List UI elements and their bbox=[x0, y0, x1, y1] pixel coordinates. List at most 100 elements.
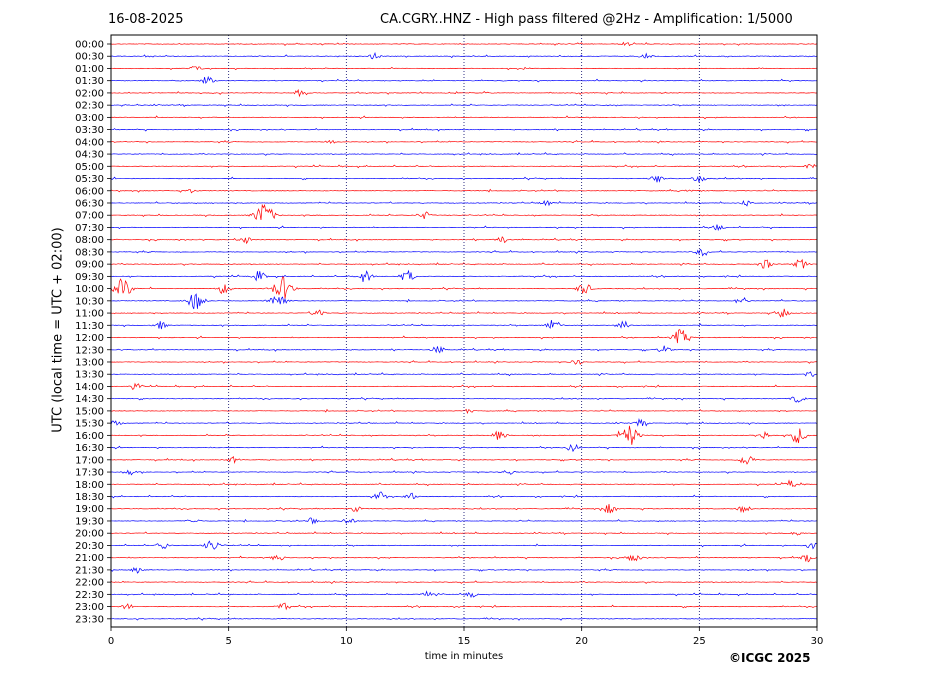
y-tick-label-1400: 14:00 bbox=[75, 382, 104, 393]
y-tick-label-1530: 15:30 bbox=[75, 419, 104, 430]
trace-2030 bbox=[110, 540, 817, 550]
trace-2300 bbox=[110, 602, 817, 611]
y-tick-label-1030: 10:30 bbox=[75, 296, 104, 307]
y-tick-label-1200: 12:00 bbox=[75, 333, 104, 344]
y-tick-label-0430: 04:30 bbox=[75, 150, 104, 161]
trace-2130 bbox=[110, 566, 817, 574]
y-tick-label-2130: 21:30 bbox=[75, 565, 104, 576]
x-tick-label-0: 0 bbox=[108, 636, 114, 647]
y-tick-label-0900: 09:00 bbox=[75, 260, 104, 271]
y-tick-label-0630: 06:30 bbox=[75, 198, 104, 209]
trace-1000 bbox=[110, 276, 817, 299]
y-tick-label-1900: 19:00 bbox=[75, 504, 104, 515]
trace-0300 bbox=[110, 115, 817, 120]
y-tick-label-1230: 12:30 bbox=[75, 345, 104, 356]
trace-1900 bbox=[110, 504, 817, 514]
y-tick-label-2330: 23:30 bbox=[75, 614, 104, 625]
y-tick-label-0200: 02:00 bbox=[75, 88, 104, 99]
y-tick-label-1300: 13:00 bbox=[75, 357, 104, 368]
y-tick-label-0600: 06:00 bbox=[75, 186, 104, 197]
trace-0230 bbox=[110, 103, 817, 108]
trace-1600 bbox=[110, 425, 817, 445]
trace-2100 bbox=[110, 554, 817, 563]
trace-0330 bbox=[110, 127, 817, 132]
trace-0430 bbox=[110, 152, 817, 156]
y-tick-label-2300: 23:00 bbox=[75, 602, 104, 613]
trace-1730 bbox=[110, 469, 817, 476]
trace-0130 bbox=[110, 75, 817, 84]
trace-1130 bbox=[110, 319, 817, 330]
trace-0900 bbox=[110, 258, 817, 269]
trace-1200 bbox=[110, 329, 817, 344]
trace-0800 bbox=[110, 236, 817, 245]
y-tick-label-2100: 21:00 bbox=[75, 553, 104, 564]
y-tick-label-0500: 05:00 bbox=[75, 162, 104, 173]
trace-2230 bbox=[110, 590, 817, 598]
x-axis-label: time in minutes bbox=[424, 651, 504, 662]
trace-0500 bbox=[110, 163, 817, 169]
trace-0600 bbox=[110, 188, 817, 194]
trace-0830 bbox=[110, 248, 817, 257]
trace-1700 bbox=[110, 455, 817, 465]
y-tick-label-1100: 11:00 bbox=[75, 309, 104, 320]
y-tick-label-0400: 04:00 bbox=[75, 137, 104, 148]
trace-2200 bbox=[110, 580, 817, 584]
y-tick-label-1700: 17:00 bbox=[75, 455, 104, 466]
x-tick-label-10: 10 bbox=[340, 636, 353, 647]
y-tick-label-1600: 16:00 bbox=[75, 431, 104, 442]
y-tick-label-1000: 10:00 bbox=[75, 284, 104, 295]
trace-1530 bbox=[110, 417, 817, 427]
trace-0000 bbox=[110, 41, 817, 47]
trace-0930 bbox=[110, 269, 817, 282]
trace-1630 bbox=[110, 443, 817, 453]
y-tick-label-2230: 22:30 bbox=[75, 590, 104, 601]
trace-0200 bbox=[110, 88, 817, 98]
y-tick-label-1800: 18:00 bbox=[75, 480, 104, 491]
trace-1230 bbox=[110, 345, 817, 354]
trace-0700 bbox=[110, 203, 817, 220]
y-tick-label-1630: 16:30 bbox=[75, 443, 104, 454]
y-tick-label-1430: 14:30 bbox=[75, 394, 104, 405]
y-tick-label-0300: 03:00 bbox=[75, 113, 104, 124]
trace-0630 bbox=[110, 200, 817, 207]
copyright-label: ©ICGC 2025 bbox=[729, 651, 811, 665]
trace-1800 bbox=[110, 479, 817, 487]
y-tick-label-0100: 01:00 bbox=[75, 64, 104, 75]
y-tick-label-2000: 20:00 bbox=[75, 529, 104, 540]
trace-0530 bbox=[110, 175, 817, 183]
y-tick-label-0930: 09:30 bbox=[75, 272, 104, 283]
y-tick-label-0130: 01:30 bbox=[75, 76, 104, 87]
trace-1300 bbox=[110, 359, 817, 365]
y-tick-label-1500: 15:00 bbox=[75, 406, 104, 417]
trace-0100 bbox=[110, 66, 817, 71]
trace-1330 bbox=[110, 371, 817, 378]
trace-1500 bbox=[110, 408, 817, 414]
trace-1830 bbox=[110, 491, 817, 500]
x-tick-label-5: 5 bbox=[225, 636, 231, 647]
x-tick-label-30: 30 bbox=[811, 636, 824, 647]
y-tick-label-0830: 08:30 bbox=[75, 247, 104, 258]
y-tick-label-1730: 17:30 bbox=[75, 468, 104, 479]
trace-1430 bbox=[110, 396, 817, 403]
chart-date: 16-08-2025 bbox=[108, 12, 184, 27]
y-tick-label-2200: 22:00 bbox=[75, 578, 104, 589]
y-tick-label-1930: 19:30 bbox=[75, 516, 104, 527]
trace-2000 bbox=[110, 531, 817, 536]
trace-0400 bbox=[110, 139, 817, 144]
trace-0730 bbox=[110, 224, 817, 232]
trace-1930 bbox=[110, 517, 817, 525]
x-tick-label-25: 25 bbox=[693, 636, 706, 647]
y-tick-label-1130: 11:30 bbox=[75, 321, 104, 332]
y-tick-label-0000: 00:00 bbox=[75, 40, 104, 51]
y-tick-label-0730: 07:30 bbox=[75, 223, 104, 234]
y-tick-label-0700: 07:00 bbox=[75, 211, 104, 222]
y-tick-label-0530: 05:30 bbox=[75, 174, 104, 185]
trace-1100 bbox=[110, 308, 817, 318]
y-tick-label-1830: 18:30 bbox=[75, 492, 104, 503]
y-tick-label-1330: 13:30 bbox=[75, 370, 104, 381]
x-tick-label-20: 20 bbox=[575, 636, 588, 647]
chart-title: CA.CGRY..HNZ - High pass filtered @2Hz -… bbox=[380, 12, 793, 27]
y-tick-label-0330: 03:30 bbox=[75, 125, 104, 136]
y-tick-label-0800: 08:00 bbox=[75, 235, 104, 246]
